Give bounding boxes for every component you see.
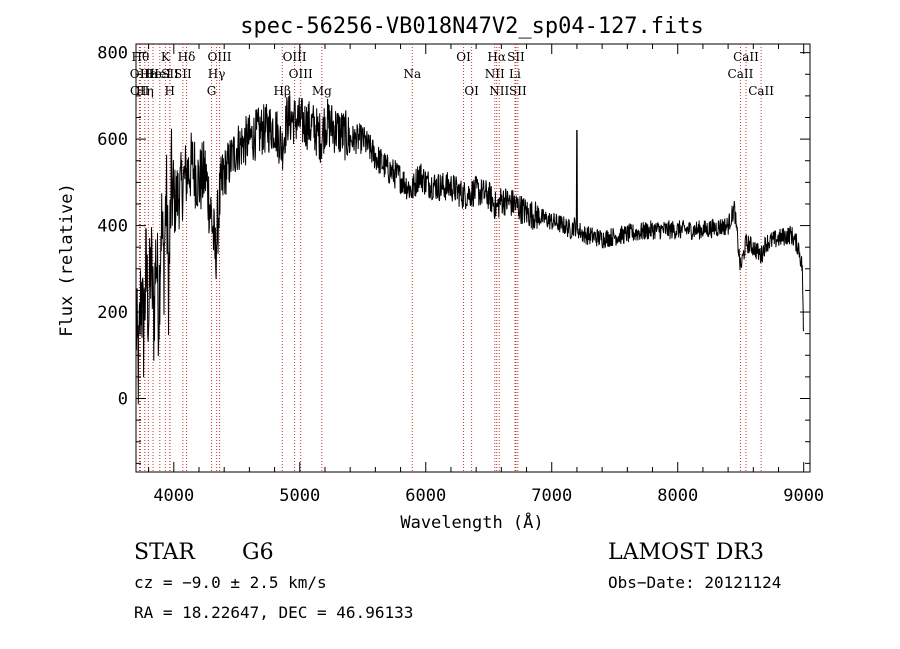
line-label-27: SII [509, 84, 527, 98]
line-label-14: OIII [207, 50, 231, 64]
x-tick-label-0: 4000 [153, 486, 194, 506]
plot-frame [135, 43, 811, 473]
line-label-17: OIII [289, 67, 313, 81]
x-tick-label-2: 6000 [405, 486, 446, 506]
line-label-24: NII [489, 84, 509, 98]
line-label-2: OII [130, 84, 150, 98]
x-tick-label-5: 9000 [783, 486, 824, 506]
chart-title: spec-56256-VB018N47V2_sp04-127.fits [240, 14, 704, 39]
line-label-7: K [161, 50, 171, 64]
observation-date: Obs−Date: 20121124 [608, 573, 782, 592]
line-label-9: SII [161, 67, 179, 81]
y-tick-label-0: 0 [118, 390, 128, 410]
line-label-8: H [165, 84, 175, 98]
flux-series-line [135, 94, 804, 405]
x-tick-label-4: 8000 [657, 486, 698, 506]
y-tick-label-4: 800 [97, 44, 128, 64]
y-tick-label-3: 600 [97, 130, 128, 150]
line-label-10: SII [174, 67, 192, 81]
object-class: STAR [134, 540, 195, 565]
line-label-15: Hβ [274, 84, 291, 98]
spectral-line-labels: HθOIIOIIHηHεHeHeIKHSIISIIHδGHγOIIIHβOIII… [130, 50, 775, 98]
line-label-29: CaII [733, 50, 759, 64]
line-label-4: Hε [140, 67, 157, 81]
redshift-value: cz = −9.0 ± 2.5 km/s [134, 573, 327, 592]
line-label-20: OI [456, 50, 471, 64]
line-label-11: Hδ [178, 50, 196, 64]
y-axis-label: Flux (relative) [57, 183, 77, 337]
line-label-28: CaII [728, 67, 754, 81]
line-label-30: CaII [748, 84, 774, 98]
line-label-23: Hα [487, 50, 506, 64]
line-label-0: Hθ [132, 50, 150, 64]
y-tick-label-2: 400 [97, 217, 128, 237]
x-tick-label-3: 7000 [531, 486, 572, 506]
x-axis-ticks: 4000 5000 6000 7000 8000 9000 [148, 44, 824, 506]
x-tick-label-1: 5000 [279, 486, 320, 506]
line-label-12: G [207, 84, 217, 98]
line-label-13: Hγ [208, 67, 226, 81]
line-label-5: He [144, 67, 162, 81]
object-subclass: G6 [242, 540, 274, 565]
line-label-26: SII [507, 50, 525, 64]
y-axis-ticks: 0 200 400 600 800 [97, 44, 810, 464]
line-label-25: Li [509, 67, 521, 81]
line-label-16: OIII [283, 50, 307, 64]
y-tick-label-1: 200 [97, 303, 128, 323]
line-label-21: OI [464, 84, 479, 98]
line-label-19: Na [403, 67, 421, 81]
x-axis-label: Wavelength (Å) [400, 511, 543, 533]
survey-name: LAMOST DR3 [608, 540, 764, 565]
line-label-6: HeI [149, 67, 172, 81]
line-label-3: Hη [136, 84, 154, 98]
coordinates: RA = 18.22647, DEC = 46.96133 [134, 603, 414, 622]
line-label-18: Mg [312, 84, 332, 98]
spectral-line-markers [138, 44, 762, 472]
line-label-22: NII [485, 67, 505, 81]
